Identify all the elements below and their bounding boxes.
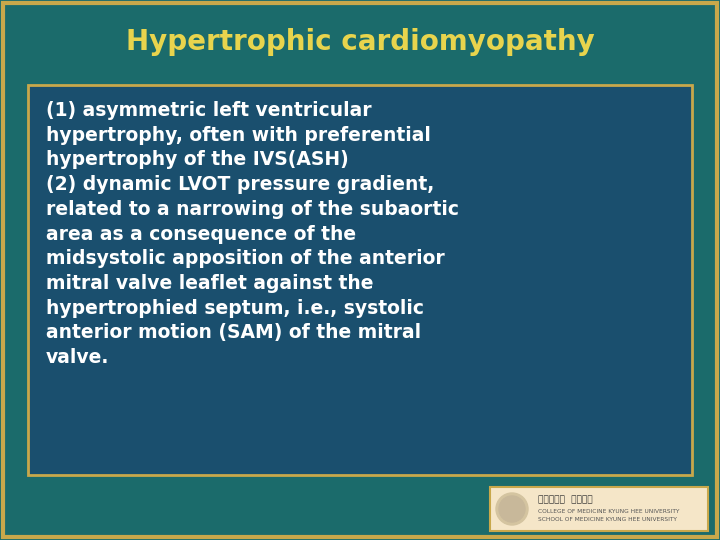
Text: COLLEGE OF MEDICINE KYUNG HEE UNIVERSITY: COLLEGE OF MEDICINE KYUNG HEE UNIVERSITY <box>538 509 680 514</box>
Circle shape <box>496 493 528 525</box>
Text: 경희대학교  의과대학: 경희대학교 의과대학 <box>538 495 593 504</box>
Text: Hypertrophic cardiomyopathy: Hypertrophic cardiomyopathy <box>125 28 595 56</box>
Text: SCHOOL OF MEDICINE KYUNG HEE UNIVERSITY: SCHOOL OF MEDICINE KYUNG HEE UNIVERSITY <box>538 517 677 522</box>
Text: (1) asymmetric left ventricular
hypertrophy, often with preferential
hypertrophy: (1) asymmetric left ventricular hypertro… <box>46 101 459 367</box>
Circle shape <box>499 496 525 522</box>
FancyBboxPatch shape <box>490 487 708 531</box>
FancyBboxPatch shape <box>28 85 692 475</box>
